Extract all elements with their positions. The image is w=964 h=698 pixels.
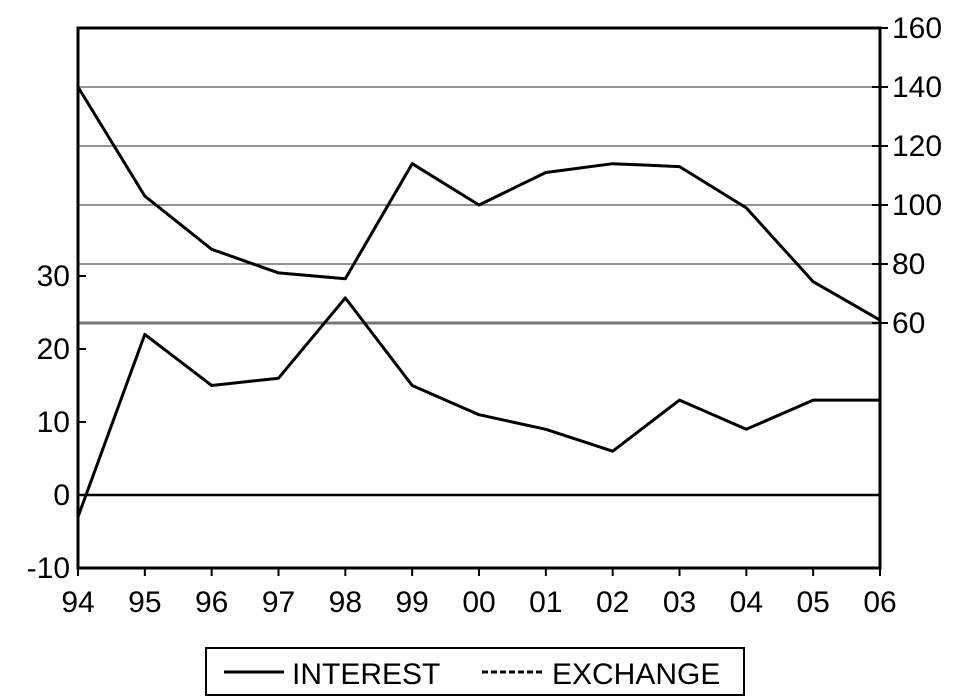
x-tick-label: 94 <box>61 586 94 619</box>
legend-label-interest: INTEREST <box>292 658 440 691</box>
right-tick-label: 60 <box>892 307 925 340</box>
right-tick-label: 120 <box>892 130 942 163</box>
x-tick-label: 02 <box>596 586 629 619</box>
right-tick-label: 140 <box>892 71 942 104</box>
x-tick-label: 96 <box>195 586 228 619</box>
right-axis: 60 80 100 120 140 160 <box>872 12 942 340</box>
left-tick-label: -10 <box>27 552 70 585</box>
left-tick-label: 10 <box>37 406 70 439</box>
plot-frame <box>76 26 882 570</box>
x-tick-label: 95 <box>128 586 161 619</box>
right-tick-label: 80 <box>892 248 925 281</box>
left-tick-label: 30 <box>37 260 70 293</box>
x-tick-label: 01 <box>529 586 562 619</box>
legend-label-exchange: EXCHANGE <box>552 658 720 691</box>
right-tick-label: 160 <box>892 12 942 45</box>
right-tick-label: 100 <box>892 189 942 222</box>
x-axis: 94 95 96 97 98 99 00 01 02 03 04 05 06 <box>61 568 897 619</box>
series-line-exchange <box>76 86 881 322</box>
x-tick-label: 06 <box>863 586 896 619</box>
x-tick-label: 04 <box>730 586 763 619</box>
left-tick-label: 0 <box>53 479 70 512</box>
x-tick-label: 99 <box>395 586 428 619</box>
x-tick-label: 00 <box>462 586 495 619</box>
series-lines <box>76 86 881 518</box>
x-tick-label: 05 <box>796 586 829 619</box>
legend-box <box>205 647 745 696</box>
x-tick-label: 97 <box>262 586 295 619</box>
x-tick-label: 98 <box>329 586 362 619</box>
left-tick-label: 20 <box>37 333 70 366</box>
x-tick-label: 03 <box>663 586 696 619</box>
legend: INTEREST EXCHANGE <box>205 647 745 696</box>
left-axis: -10 0 10 20 30 <box>27 260 86 585</box>
series-line-interest <box>76 296 880 518</box>
